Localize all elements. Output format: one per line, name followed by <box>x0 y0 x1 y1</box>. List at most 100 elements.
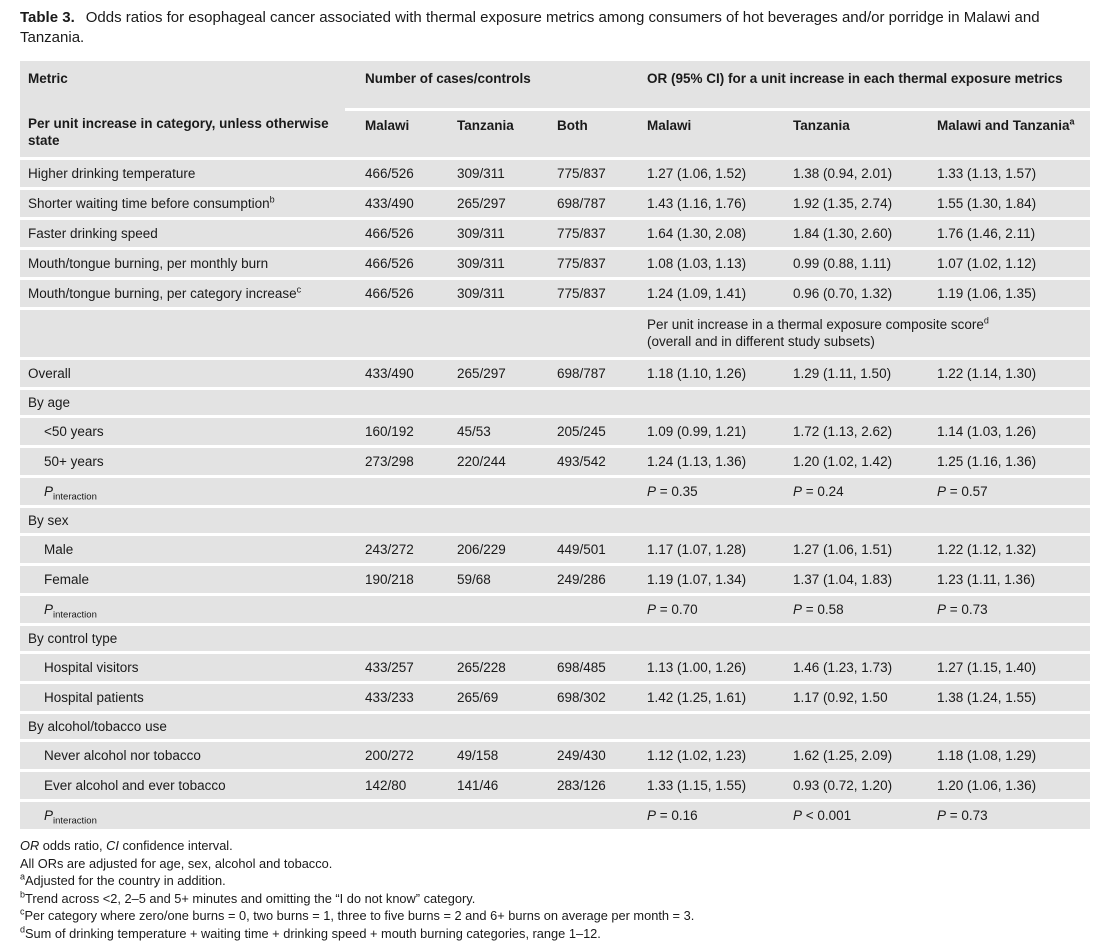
value-cell: 273/298 <box>345 446 457 478</box>
empty-cell <box>557 800 647 832</box>
col-header-metric: Metric <box>20 61 345 109</box>
col-header-metric-sub: Per unit increase in category, unless ot… <box>20 109 345 160</box>
value-cell: 466/526 <box>345 248 457 280</box>
value-cell: 265/297 <box>457 188 557 220</box>
footnote-line: bTrend across <2, 2–5 and 5+ minutes and… <box>20 889 476 906</box>
value-cell: 466/526 <box>345 278 457 310</box>
table-row: Shorter waiting time before consumptionb… <box>20 188 1091 220</box>
section-row: By sex <box>20 506 1091 536</box>
value-cell: 698/787 <box>557 188 647 220</box>
p-interaction-row: Pinteraction P = 0.16 P < 0.001 P = 0.73 <box>20 800 1091 832</box>
value-cell: 1.27 (1.15, 1.40) <box>937 652 1091 684</box>
footnote-abbreviations: OR odds ratio, CI confidence interval. <box>20 838 233 853</box>
footnote-line: dSum of drinking temperature + waiting t… <box>20 924 601 941</box>
value-cell: 309/311 <box>457 278 557 310</box>
value-cell: 1.33 (1.13, 1.57) <box>937 158 1091 190</box>
value-cell: 775/837 <box>557 248 647 280</box>
value-cell: 1.76 (1.46, 2.11) <box>937 218 1091 250</box>
p-interaction-label: Pinteraction <box>20 476 345 508</box>
value-cell: 1.14 (1.03, 1.26) <box>937 416 1091 448</box>
empty-cell <box>20 308 647 360</box>
p-interaction-row: Pinteraction P = 0.35 P = 0.24 P = 0.57 <box>20 476 1091 508</box>
value-cell: 1.20 (1.02, 1.42) <box>793 446 937 478</box>
value-cell: 1.64 (1.30, 2.08) <box>647 218 793 250</box>
table-row: Faster drinking speed 466/526 309/311 775/8… <box>20 218 1091 250</box>
p-interaction-label: Pinteraction <box>20 800 345 832</box>
header-row-spanners: Metric Number of cases/controls OR (95% … <box>20 61 1091 111</box>
col-header-cases-spanner: Number of cases/controls <box>345 61 647 111</box>
value-cell: 433/233 <box>345 682 457 714</box>
p-value-cell: P = 0.24 <box>793 476 937 508</box>
section-label: By age <box>20 388 1091 418</box>
table-row: Overall 433/490 265/297 698/787 1.18 (1.10, … <box>20 358 1091 390</box>
col-header-or-spanner: OR (95% CI) for a unit increase in each … <box>647 61 1091 111</box>
value-cell: 45/53 <box>457 416 557 448</box>
table-row: <50 years 160/192 45/53 205/245 1.09 (0.99, … <box>20 416 1091 448</box>
value-cell: 1.62 (1.25, 2.09) <box>793 740 937 772</box>
table-row: Hospital visitors 433/257 265/228 698/485 1.… <box>20 652 1091 684</box>
value-cell: 1.27 (1.06, 1.51) <box>793 534 937 566</box>
col-header-cases-malawi: Malawi <box>345 109 457 160</box>
table-row: Hospital patients 433/233 265/69 698/302 1.4… <box>20 682 1091 714</box>
metric-label: Female <box>20 564 345 596</box>
section-row: By alcohol/tobacco use <box>20 712 1091 742</box>
value-cell: 206/229 <box>457 534 557 566</box>
table-caption: Table 3. Odds ratios for esophageal cance… <box>20 8 1090 48</box>
p-value-cell: P = 0.58 <box>793 594 937 626</box>
p-interaction-row: Pinteraction P = 0.70 P = 0.58 P = 0.73 <box>20 594 1091 626</box>
value-cell: 1.29 (1.11, 1.50) <box>793 358 937 390</box>
value-cell: 1.24 (1.09, 1.41) <box>647 278 793 310</box>
footnote-marker-a: a <box>1069 116 1075 126</box>
p-interaction-label: Pinteraction <box>20 594 345 626</box>
footnote-line: cPer category where zero/one burns = 0, … <box>20 907 695 924</box>
value-cell: 1.84 (1.30, 2.60) <box>793 218 937 250</box>
value-cell: 449/501 <box>557 534 647 566</box>
value-cell: 1.24 (1.13, 1.36) <box>647 446 793 478</box>
p-value-cell: P = 0.35 <box>647 476 793 508</box>
value-cell: 1.09 (0.99, 1.21) <box>647 416 793 448</box>
metric-label: Shorter waiting time before consumptionb <box>20 188 345 220</box>
value-cell: 1.38 (0.94, 2.01) <box>793 158 937 190</box>
col-header-or-both-label: Malawi and Tanzania <box>937 117 1070 133</box>
empty-cell <box>457 594 557 626</box>
composite-score-note: Per unit increase in a thermal exposure … <box>647 308 1091 360</box>
table-row: Male 243/272 206/229 449/501 1.17 (1.07, 1.2… <box>20 534 1091 566</box>
table-caption-text: Odds ratios for esophageal cancer associ… <box>20 9 1040 46</box>
empty-cell <box>557 594 647 626</box>
value-cell: 1.13 (1.00, 1.26) <box>647 652 793 684</box>
value-cell: 265/297 <box>457 358 557 390</box>
value-cell: 205/245 <box>557 416 647 448</box>
table-row: Ever alcohol and ever tobacco 142/80 141/4… <box>20 770 1091 802</box>
value-cell: 1.38 (1.24, 1.55) <box>937 682 1091 714</box>
value-cell: 190/218 <box>345 564 457 596</box>
table-row: Female 190/218 59/68 249/286 1.19 (1.07, 1.3… <box>20 564 1091 596</box>
empty-cell <box>457 476 557 508</box>
section-row: By age <box>20 388 1091 418</box>
value-cell: 1.27 (1.06, 1.52) <box>647 158 793 190</box>
metric-label: <50 years <box>20 416 345 448</box>
value-cell: 1.42 (1.25, 1.61) <box>647 682 793 714</box>
p-value-cell: P < 0.001 <box>793 800 937 832</box>
value-cell: 466/526 <box>345 158 457 190</box>
table-row: Higher drinking temperature 466/526 309/31… <box>20 158 1091 190</box>
value-cell: 1.12 (1.02, 1.23) <box>647 740 793 772</box>
value-cell: 1.25 (1.16, 1.36) <box>937 446 1091 478</box>
header-row-columns: Per unit increase in category, unless ot… <box>20 109 1091 160</box>
value-cell: 1.33 (1.15, 1.55) <box>647 770 793 802</box>
p-value-cell: P = 0.57 <box>937 476 1091 508</box>
value-cell: 433/257 <box>345 652 457 684</box>
value-cell: 243/272 <box>345 534 457 566</box>
value-cell: 220/244 <box>457 446 557 478</box>
table-body: Higher drinking temperature 466/526 309/31… <box>20 158 1091 832</box>
value-cell: 1.22 (1.14, 1.30) <box>937 358 1091 390</box>
value-cell: 433/490 <box>345 188 457 220</box>
value-cell: 59/68 <box>457 564 557 596</box>
footnote-adjustment: All ORs are adjusted for age, sex, alcoh… <box>20 855 333 871</box>
value-cell: 698/787 <box>557 358 647 390</box>
value-cell: 265/69 <box>457 682 557 714</box>
metric-label: Overall <box>20 358 345 390</box>
col-header-or-tanzania: Tanzania <box>793 109 937 160</box>
value-cell: 698/485 <box>557 652 647 684</box>
value-cell: 49/158 <box>457 740 557 772</box>
